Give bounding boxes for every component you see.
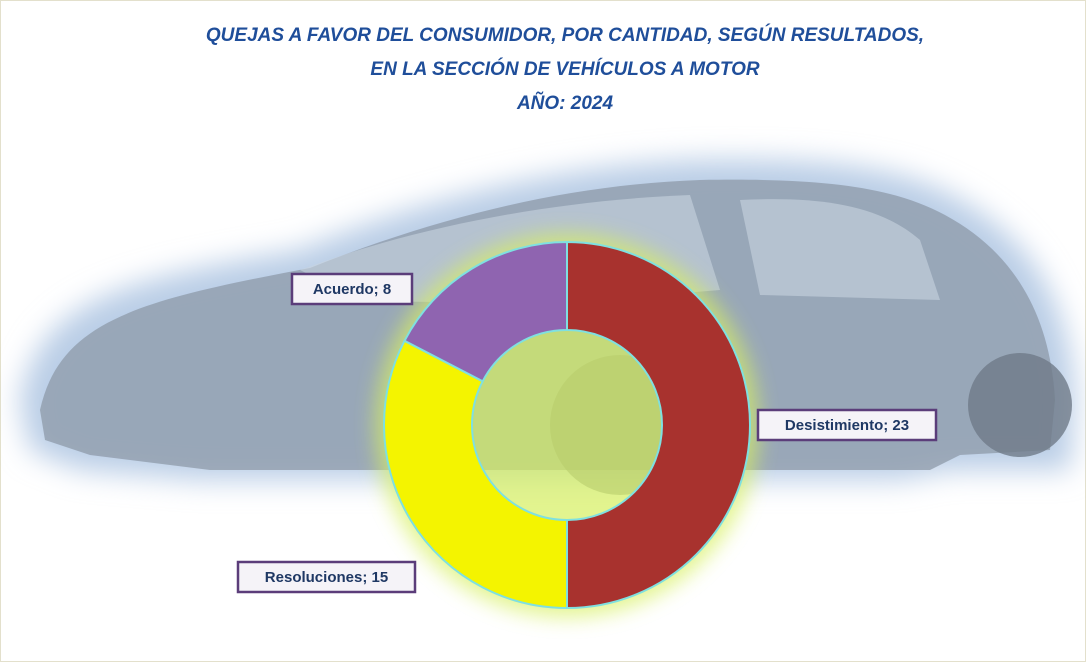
data-label: Resoluciones; 15 bbox=[265, 569, 388, 586]
title-line: AÑO: 2024 bbox=[516, 92, 614, 114]
data-label: Acuerdo; 8 bbox=[313, 281, 391, 298]
title: QUEJAS A FAVOR DEL CONSUMIDOR, POR CANTI… bbox=[206, 24, 924, 114]
donut-segment bbox=[403, 240, 568, 383]
donut-segment bbox=[383, 339, 568, 610]
data-label: Desistimiento; 23 bbox=[785, 417, 909, 434]
title-line: QUEJAS A FAVOR DEL CONSUMIDOR, POR CANTI… bbox=[206, 24, 924, 46]
label-box bbox=[756, 408, 938, 442]
label-box bbox=[290, 272, 414, 306]
title-line: EN LA SECCIÓN DE VEHÍCULOS A MOTOR bbox=[370, 58, 759, 80]
donut-segment bbox=[566, 240, 751, 610]
label-box bbox=[236, 560, 417, 594]
